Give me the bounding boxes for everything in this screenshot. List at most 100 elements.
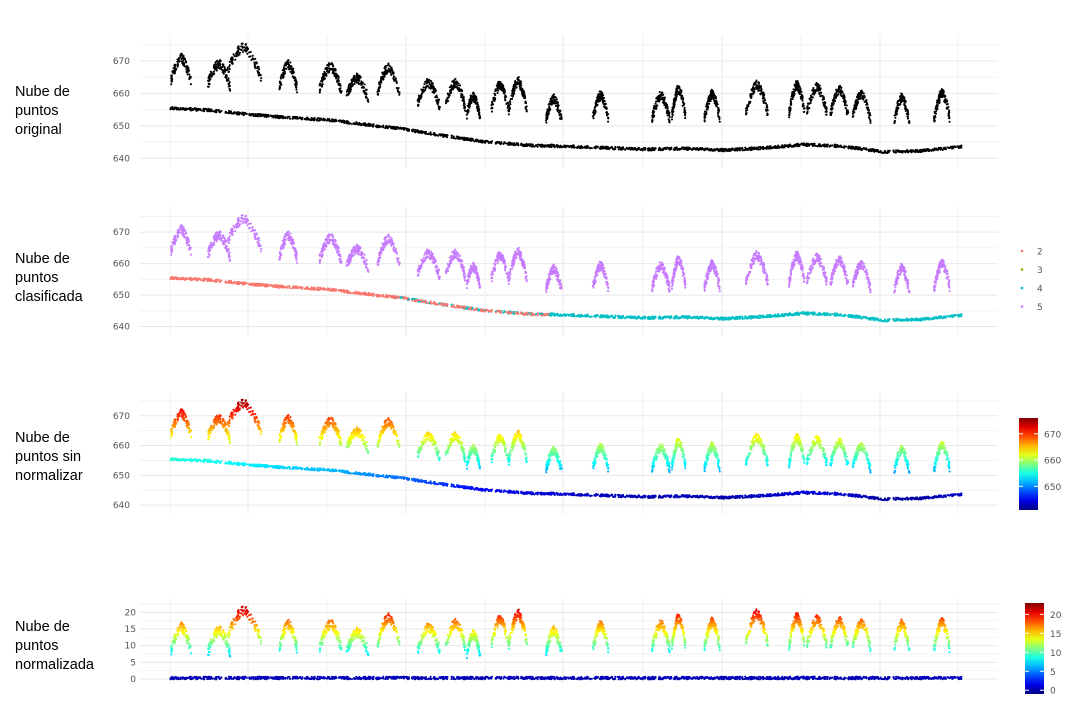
data-point [594,110,597,113]
y-tick-label: 650 [113,122,130,132]
data-point [806,110,809,113]
data-point [496,86,500,90]
data-point [826,312,829,315]
data-point [847,147,850,150]
data-point [504,99,507,102]
data-point [339,91,342,94]
data-point [675,87,678,90]
data-point [385,71,388,74]
data-point [704,148,708,151]
data-point [844,107,847,110]
data-point [417,131,421,134]
data-point [320,85,323,88]
row-label-clasificada: Nube de puntos clasificada [15,251,83,305]
data-point [845,104,848,107]
data-point [868,116,871,119]
data-point [660,93,663,96]
data-point [903,150,906,153]
data-point [491,101,494,104]
data-point [363,83,366,86]
data-point [908,120,911,123]
data-point [497,82,500,85]
data-point [681,146,684,149]
data-point [215,111,218,114]
data-point [435,101,439,104]
data-point [598,90,601,93]
data-point [776,145,779,148]
data-point [426,77,429,81]
data-point [390,68,393,71]
data-point [934,110,938,113]
data-point [511,95,514,98]
data-point [509,101,512,104]
data-point [397,86,400,90]
data-point [818,92,821,95]
data-point [281,115,284,118]
data-point [905,107,908,110]
data-point [295,91,299,94]
data-point [790,102,793,105]
data-point [552,101,555,104]
data-point [524,100,527,103]
data-point [353,83,356,86]
data-point [854,104,857,107]
data-point [873,150,876,153]
data-point [231,62,234,65]
data-point [592,111,595,114]
data-point [330,62,333,65]
data-point [417,104,420,107]
data-point [346,120,349,123]
data-point [345,94,348,97]
data-point [811,88,815,92]
data-point [367,98,370,101]
data-point [349,88,352,92]
data-point [222,64,225,67]
data-point [413,130,416,133]
data-point [283,70,286,73]
data-point [759,89,762,92]
data-point [460,95,463,98]
data-point [716,103,719,106]
data-point [805,144,808,147]
data-point [325,74,328,77]
data-point [309,118,312,121]
data-point [378,83,381,86]
data-point [600,92,603,95]
data-point [942,146,945,149]
data-point [684,148,687,151]
data-point [708,102,711,105]
data-point [625,146,628,149]
data-point [475,99,478,102]
data-point [292,67,295,71]
data-point [784,145,787,148]
data-point [672,104,675,107]
data-point [334,69,337,72]
data-point [453,78,456,81]
data-point [710,88,713,91]
data-point [843,101,846,104]
data-point [829,113,832,116]
data-point [577,145,580,148]
data-point [228,85,231,88]
data-point [365,88,368,91]
data-point [285,63,288,66]
data-point [906,117,910,120]
data-point [800,90,803,93]
data-point [703,119,706,122]
data-point [176,65,179,68]
data-point [208,83,211,86]
data-point [322,75,326,78]
data-point [859,90,862,94]
data-point [351,80,354,83]
data-point [294,115,297,119]
data-point [380,81,383,84]
data-point [798,144,801,147]
data-point [843,145,846,148]
data-point [356,122,359,125]
data-point [809,101,812,104]
data-point [668,148,672,151]
data-point [680,89,683,92]
data-point [232,53,235,56]
data-point [478,114,481,117]
data-point [545,115,548,118]
